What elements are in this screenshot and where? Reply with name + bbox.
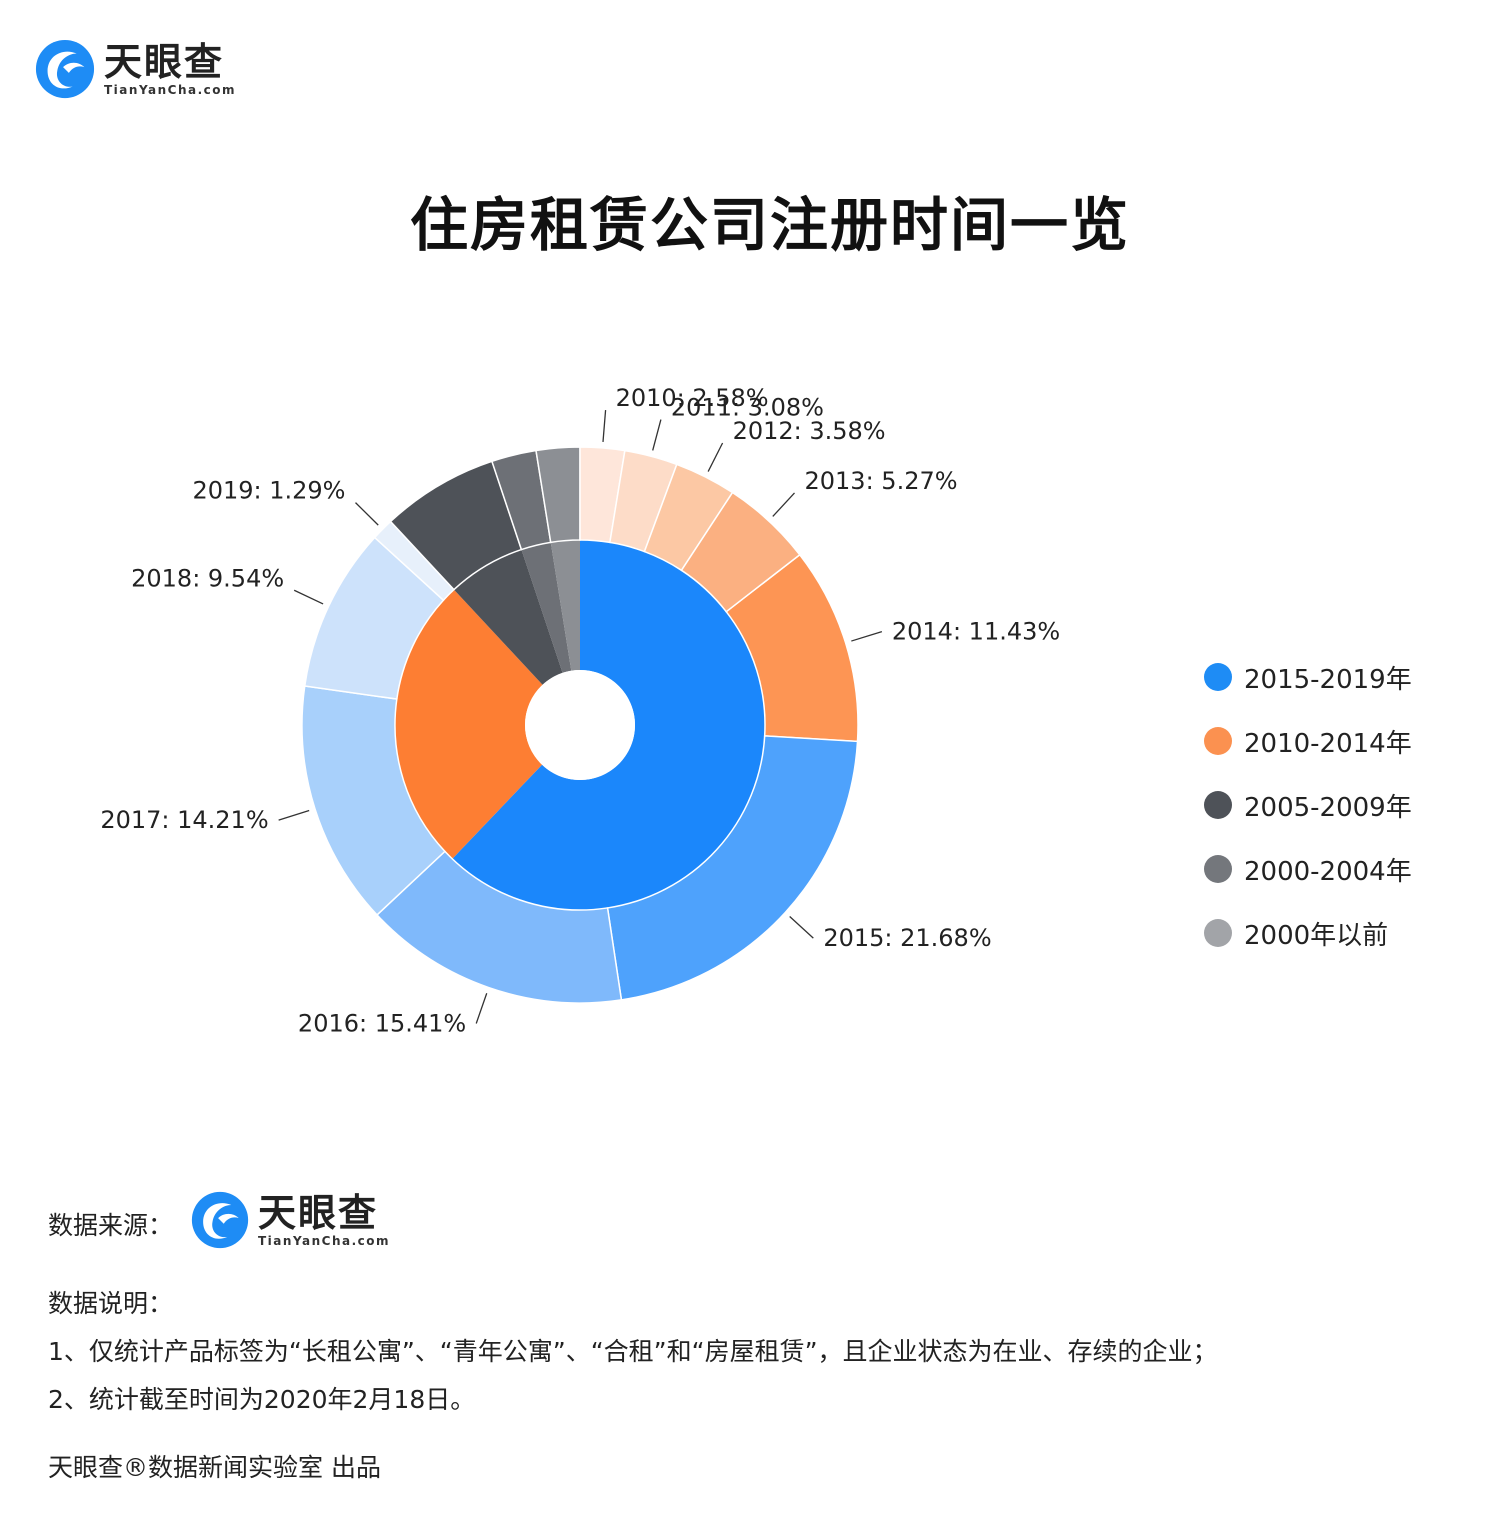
source-label: 数据来源：	[48, 1211, 174, 1240]
legend-label: 2015-2019年	[1244, 664, 1412, 695]
inner-slice	[521, 542, 572, 673]
leader-line	[293, 589, 324, 605]
legend-item: 2010-2014年	[1204, 709, 1412, 773]
leader-line	[652, 419, 662, 451]
legend-marker	[1204, 727, 1232, 755]
leader-line	[707, 442, 724, 472]
legend-label: 2010-2014年	[1244, 728, 1412, 759]
inner-slice	[453, 549, 563, 685]
leader-line	[772, 492, 795, 517]
donut-chart: 2014: 11.43% 2015: 21.68% 2016: 15.41% 2017…	[100, 384, 1060, 1037]
outer-slice	[606, 735, 859, 1001]
legend-item: 2000-2004年	[1204, 837, 1412, 901]
leader-line	[851, 630, 883, 642]
slice-label: 2011: 3.08%	[671, 394, 824, 422]
legend-item: 2015-2019年	[1204, 645, 1412, 709]
credit-line: 天眼查®数据新闻实验室 出品	[48, 1453, 381, 1482]
slice-label: 2019: 1.29%	[192, 477, 345, 505]
logo-cn-text: 天眼查	[258, 1191, 379, 1235]
legend-marker	[1204, 855, 1232, 883]
legend-label: 2005-2009年	[1244, 792, 1412, 823]
tianyancha-logo-icon	[191, 1191, 249, 1249]
inner-slice	[550, 540, 580, 671]
legend-label: 2000年以前	[1244, 920, 1389, 951]
source-logo: 天眼查 TianYanCha.com	[190, 1190, 390, 1250]
chart-legend: 2015-2019年 2010-2014年 2005-2009年 2000-20…	[1204, 645, 1412, 965]
slice-label: 2010: 2.58%	[616, 384, 769, 412]
tianyancha-logo-icon	[35, 39, 95, 99]
slice-label: 2012: 3.58%	[733, 417, 886, 445]
inner-slice	[394, 589, 543, 859]
brand-logo: 天眼查 TianYanCha.com	[34, 38, 236, 100]
logo-en-text: TianYanCha.com	[104, 83, 237, 97]
slice-label: 2015: 21.68%	[823, 924, 991, 952]
legend-marker	[1204, 919, 1232, 947]
note-2: 2、统计截至时间为2020年2月18日。	[48, 1385, 476, 1414]
legend-label: 2000-2004年	[1244, 856, 1412, 887]
legend-item: 2000年以前	[1204, 901, 1412, 965]
notes-title: 数据说明：	[48, 1289, 174, 1318]
outer-slice	[680, 491, 801, 613]
slice-label: 2013: 5.27%	[805, 467, 958, 495]
leader-line	[789, 916, 814, 939]
slice-label: 2016: 15.41%	[298, 1009, 466, 1037]
logo-cn-text: 天眼查	[104, 40, 225, 84]
note-1: 1、仅统计产品标签为“长租公寓”、“青年公寓”、“合租”和“房屋租赁”，且企业状…	[48, 1337, 1218, 1366]
slice-label: 2014: 11.43%	[892, 618, 1060, 646]
slice-label: 2017: 14.21%	[100, 806, 268, 834]
leader-line	[475, 993, 488, 1024]
legend-item: 2005-2009年	[1204, 773, 1412, 837]
leader-line	[602, 409, 607, 442]
donut-hole	[525, 670, 635, 780]
slice-label: 2018: 9.54%	[131, 564, 284, 592]
chart-title: 住房租赁公司注册时间一览	[409, 191, 1130, 259]
legend-marker	[1204, 791, 1232, 819]
legend-marker	[1204, 663, 1232, 691]
logo-en-text: TianYanCha.com	[258, 1234, 391, 1248]
inner-slice	[452, 540, 765, 911]
leader-line	[278, 809, 310, 821]
leader-line	[355, 502, 379, 526]
